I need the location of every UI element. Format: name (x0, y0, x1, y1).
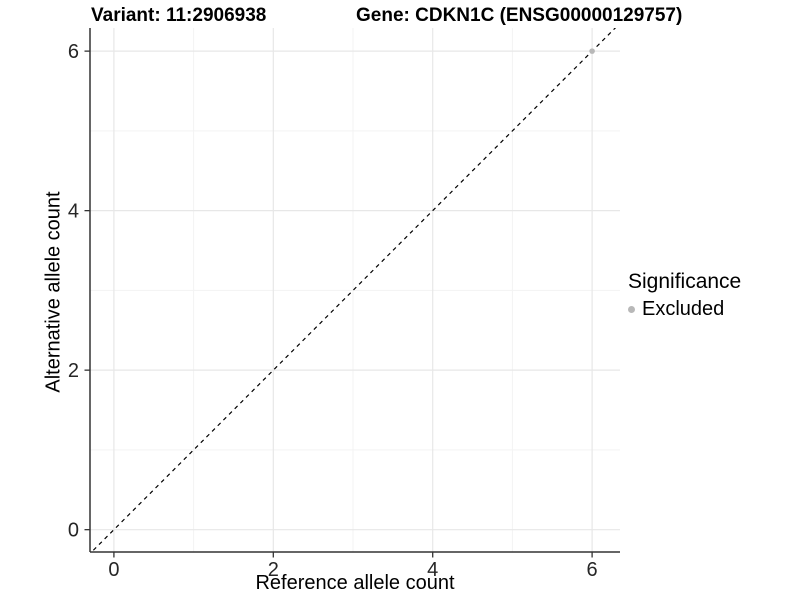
legend: Significance Excluded (628, 270, 741, 320)
y-tick-label: 0 (68, 520, 79, 542)
x-tick-label: 6 (587, 559, 598, 581)
data-point-excluded (589, 48, 595, 54)
legend-item-excluded: Excluded (628, 298, 741, 320)
legend-item-label: Excluded (642, 298, 725, 320)
legend-title: Significance (628, 270, 742, 293)
x-tick-label: 0 (108, 559, 119, 581)
scatter-panel: 0 2 4 6 0 2 4 6 (68, 28, 620, 581)
x-tick-label: 4 (427, 559, 438, 581)
gene-title: Gene: CDKN1C (ENSG00000129757) (356, 5, 683, 26)
y-tick-label: 6 (68, 41, 79, 63)
y-tick-label: 4 (68, 201, 79, 223)
y-axis-title: Alternative allele count (42, 191, 65, 393)
identity-dashed-line (90, 28, 617, 552)
y-tick-label: 2 (68, 360, 79, 382)
legend-marker-circle-icon (628, 305, 635, 313)
x-axis-title: Reference allele count (255, 572, 455, 594)
x-tick-label: 2 (268, 559, 279, 581)
legend-items: Excluded (628, 298, 741, 320)
variant-title: Variant: 11:2906938 (91, 5, 267, 26)
